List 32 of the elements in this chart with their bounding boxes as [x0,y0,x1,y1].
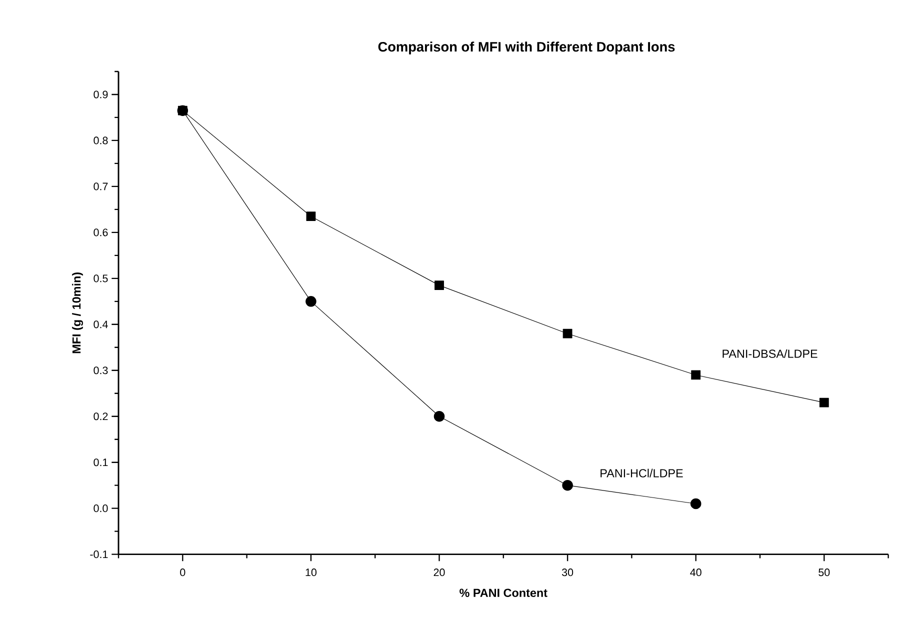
x-tick-label: 0 [180,568,186,576]
y-tick-label: 0.9 [94,90,108,98]
y-tick-label: 0.7 [94,182,108,190]
y-tick-label: 0.0 [94,504,108,512]
y-axis-title: MFI (g / 10min) [72,272,84,354]
point [562,328,572,338]
y-tick-label: 0.1 [94,458,108,466]
point [691,370,701,380]
point [178,106,188,116]
point [562,480,573,491]
y-tick-label: 0.6 [94,228,108,236]
point [434,411,445,422]
y-tick-label: -0.1 [90,550,108,558]
chart-title: Comparison of MFI with Different Dopant Ions [378,42,675,54]
y-tick-label: 0.5 [94,274,108,282]
point [306,296,316,307]
x-tick-label: 20 [434,568,445,576]
point [434,280,444,290]
series-label: PANI-HCl/LDPE [600,468,683,478]
x-axis-title: % PANI Content [460,588,548,598]
y-tick-label: 0.2 [94,412,108,420]
point [819,398,829,408]
x-tick-label: 50 [818,568,830,576]
point [306,212,316,222]
x-tick-label: 30 [562,568,574,576]
x-tick-label: 10 [306,568,316,576]
point [690,498,702,510]
y-tick-label: 0.3 [94,366,108,374]
series-label: PANI-DBSA/LDPE [722,349,818,358]
y-tick-label: 0.8 [94,136,108,144]
x-tick-label: 40 [690,568,702,576]
y-tick-label: 0.4 [94,320,108,328]
